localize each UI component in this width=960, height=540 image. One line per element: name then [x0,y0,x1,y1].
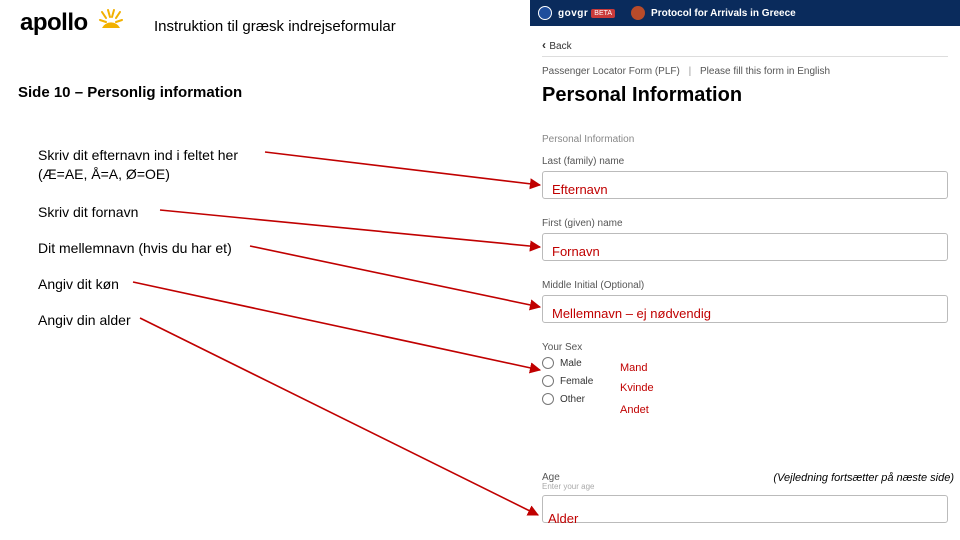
instruction-lastname-sub: (Æ=AE, Å=A, Ø=OE) [38,165,238,184]
protocol-title: Protocol for Arrivals in Greece [651,8,796,19]
plf-english: Please fill this form in English [700,66,830,77]
apollo-logo: apollo [20,8,124,39]
protocol-shield-icon [631,6,645,20]
arrow-sex [133,282,540,370]
plf-header: Passenger Locator Form (PLF) | Please fi… [542,66,830,77]
sex-other-label: Other [560,394,585,405]
instruction-age: Angiv din alder [38,312,131,328]
gov-site: govgr [558,8,588,19]
sex-label: Your Sex [542,342,948,353]
sex-female-label: Female [560,376,593,387]
instruction-firstname: Skriv dit fornavn [38,204,138,220]
radio-icon [542,393,554,405]
sex-female[interactable]: Female [542,375,948,387]
instruction-middlename: Dit mellemnavn (hvis du har et) [38,240,232,256]
instruction-sex: Angiv dit køn [38,276,119,292]
age-input[interactable] [542,495,948,523]
gov-header-bar: govgr BETA Protocol for Arrivals in Gree… [530,0,960,26]
field-middlename: Middle Initial (Optional) [542,280,948,323]
continued-note: (Vejledning fortsætter på næste side) [773,472,954,484]
beta-badge: BETA [591,9,615,18]
radio-icon [542,375,554,387]
middlename-input[interactable] [542,295,948,323]
personal-info-heading: Personal Information [542,84,742,107]
lastname-input[interactable] [542,171,948,199]
instruction-title: Instruktion til græsk indrejseformular [154,18,396,35]
back-link[interactable]: Back [542,38,572,52]
arrow-middlename [250,246,540,307]
instruction-lastname: Skriv dit efternavn ind i feltet her (Æ=… [38,146,238,184]
apollo-wordmark: apollo [20,9,88,36]
field-firstname: First (given) name [542,218,948,261]
sex-other[interactable]: Other [542,393,948,405]
lastname-label: Last (family) name [542,156,948,167]
divider [542,56,948,57]
field-sex: Your Sex Male Female Other [542,342,948,411]
personal-info-sub: Personal Information [542,134,634,145]
firstname-input[interactable] [542,233,948,261]
arrow-lastname [265,152,540,185]
page-heading: Side 10 – Personlig information [18,84,242,101]
sex-male-label: Male [560,358,582,369]
middlename-label: Middle Initial (Optional) [542,280,948,291]
field-lastname: Last (family) name [542,156,948,199]
instruction-lastname-text: Skriv dit efternavn ind i feltet her [38,146,238,165]
gov-seal-icon [538,6,552,20]
sex-male[interactable]: Male [542,357,948,369]
form-screenshot: govgr BETA Protocol for Arrivals in Gree… [530,0,960,540]
plf-sep: | [689,66,692,77]
firstname-label: First (given) name [542,218,948,229]
radio-icon [542,357,554,369]
plf-title: Passenger Locator Form (PLF) [542,66,680,77]
apollo-sun-icon [98,8,124,39]
arrow-age [140,318,538,515]
